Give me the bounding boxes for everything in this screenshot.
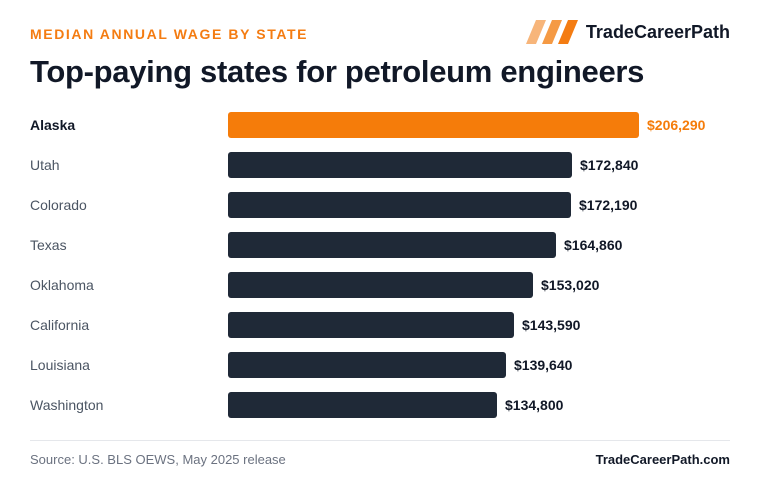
bar bbox=[228, 312, 514, 338]
category-label: Colorado bbox=[30, 197, 87, 213]
category-label: Oklahoma bbox=[30, 277, 94, 293]
bar bbox=[228, 112, 639, 138]
value-label: $172,840 bbox=[580, 157, 639, 173]
bar bbox=[228, 392, 497, 418]
category-label: California bbox=[30, 317, 89, 333]
site-link[interactable]: TradeCareerPath.com bbox=[595, 452, 730, 467]
category-label: Texas bbox=[30, 237, 67, 253]
footer-divider bbox=[30, 440, 730, 441]
value-label: $139,640 bbox=[514, 357, 573, 373]
brand-name: TradeCareerPath bbox=[585, 21, 730, 42]
value-label: $143,590 bbox=[522, 317, 581, 333]
category-label: Washington bbox=[30, 397, 103, 413]
value-label: $172,190 bbox=[579, 197, 638, 213]
bar-chart: Alaska $206,290 Utah $172,840 Colorado $172,1… bbox=[30, 112, 706, 418]
value-label: $153,020 bbox=[541, 277, 600, 293]
bar bbox=[228, 272, 533, 298]
bar bbox=[228, 192, 571, 218]
category-label: Alaska bbox=[30, 117, 75, 133]
bar bbox=[228, 352, 506, 378]
category-label: Utah bbox=[30, 157, 60, 173]
chart-eyebrow: MEDIAN ANNUAL WAGE BY STATE bbox=[30, 26, 309, 42]
value-label: $134,800 bbox=[505, 397, 564, 413]
bar bbox=[228, 232, 556, 258]
source-note: Source: U.S. BLS OEWS, May 2025 release bbox=[30, 452, 286, 467]
brand-logo[interactable]: TradeCareerPath bbox=[525, 20, 730, 44]
value-label: $206,290 bbox=[647, 117, 706, 133]
value-label: $164,860 bbox=[564, 237, 623, 253]
bar bbox=[228, 152, 572, 178]
category-label: Louisiana bbox=[30, 357, 90, 373]
chart-title: Top-paying states for petroleum engineer… bbox=[30, 54, 645, 89]
brand-stripes-icon bbox=[525, 20, 578, 44]
